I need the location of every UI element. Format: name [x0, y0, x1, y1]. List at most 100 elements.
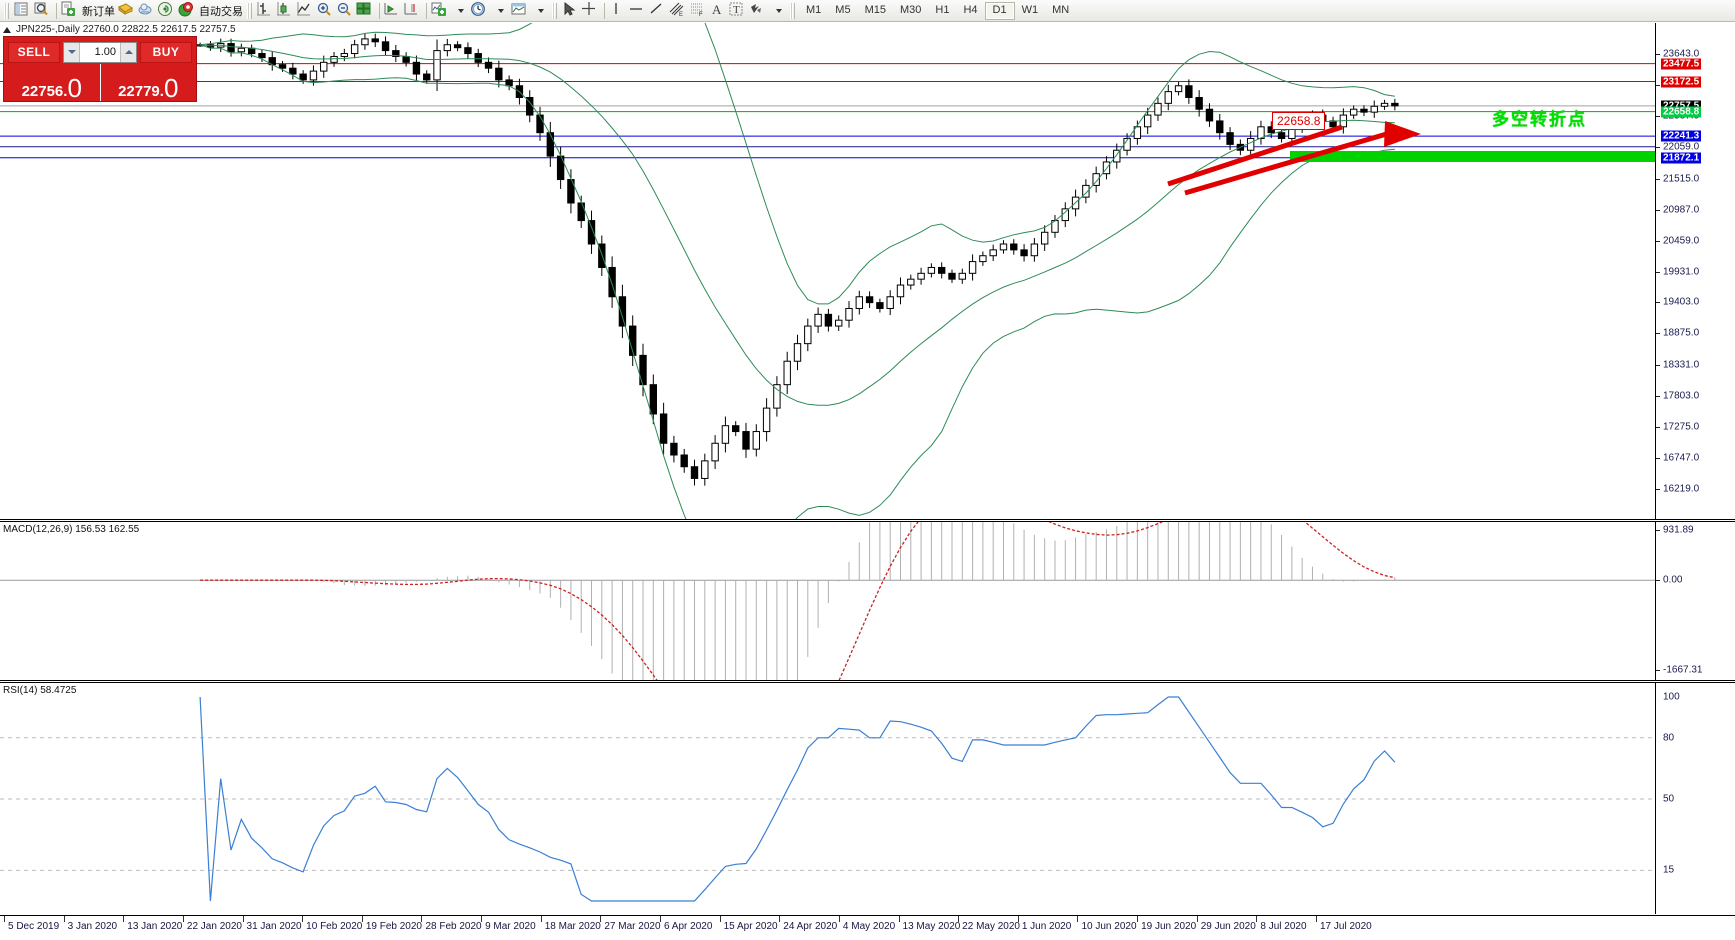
mql-community-icon[interactable] [137, 1, 157, 21]
new-order-label[interactable]: 新订单 [82, 5, 115, 18]
timeframe-w1[interactable]: W1 [1021, 4, 1039, 16]
macd-scale-label: 0.00 [1663, 574, 1683, 586]
bollinger-band-line [199, 44, 1395, 519]
toolbar-grip-4[interactable] [790, 2, 795, 19]
macd-scale[interactable]: 931.89 0.00 -1667.31 [1655, 522, 1735, 680]
vertical-line-icon[interactable] [608, 1, 628, 21]
tile-windows-icon[interactable] [356, 1, 376, 21]
cursor-icon[interactable] [561, 1, 581, 21]
toolbar-grip-2[interactable] [247, 2, 252, 19]
zoom-in-icon[interactable] [316, 1, 336, 21]
volume-value[interactable]: 1.00 [94, 46, 116, 58]
price-scale-label: 17803.0 [1663, 390, 1700, 402]
price-scale-tick [1656, 84, 1660, 86]
sell-price-separator: . [63, 83, 68, 100]
templates-dropdown-arrow[interactable] [530, 1, 550, 21]
new-order-button[interactable] [60, 1, 80, 21]
indicators-dropdown-arrow[interactable] [450, 1, 470, 21]
line-chart-icon[interactable] [296, 1, 316, 21]
support-zone-bar[interactable] [1290, 151, 1655, 162]
period-dropdown-arrow[interactable] [490, 1, 510, 21]
price-scale-tick [1656, 53, 1660, 55]
search-icon[interactable] [33, 1, 53, 21]
volume-stepper[interactable]: 1.00 [63, 41, 137, 63]
toolbar-separator-4 [604, 2, 605, 19]
toolbar-grip-3[interactable] [552, 2, 557, 19]
time-axis-label: 13 Jan 2020 [127, 921, 183, 932]
timeframe-m5[interactable]: M5 [835, 4, 851, 16]
price-scale-label: 18331.0 [1663, 359, 1700, 371]
time-axis-tick [1256, 916, 1258, 922]
macd-plot-area[interactable] [0, 522, 1655, 680]
sell-button[interactable]: SELL [8, 41, 60, 63]
collapse-triangle-icon[interactable] [3, 26, 11, 33]
auto-scroll-icon[interactable] [403, 1, 423, 21]
buy-button[interactable]: BUY [140, 41, 192, 63]
rsi-scale[interactable]: 100 80 50 15 [1655, 683, 1735, 914]
indicators-icon[interactable] [430, 1, 450, 21]
timeframe-d1[interactable]: D1 [984, 1, 1015, 20]
templates-icon[interactable] [510, 1, 530, 21]
zoom-out-icon[interactable] [336, 1, 356, 21]
equidistant-channel-icon[interactable]: E [668, 1, 688, 21]
svg-text:E: E [679, 12, 683, 18]
price-level-label[interactable]: 22658.8 [1661, 106, 1702, 118]
time-axis-label: 24 Apr 2020 [783, 921, 838, 932]
price-level-label[interactable]: 23172.5 [1661, 76, 1702, 88]
timeframe-h4[interactable]: H4 [963, 4, 978, 16]
timeframe-mn[interactable]: MN [1052, 4, 1070, 16]
autotrading-icon[interactable] [177, 1, 197, 21]
timeframe-m30[interactable]: M30 [899, 4, 922, 16]
price-level-label[interactable]: 21872.1 [1661, 152, 1702, 164]
price-scale-tick [1656, 146, 1660, 148]
horizontal-line-icon[interactable] [628, 1, 648, 21]
text-label-icon[interactable]: T [728, 1, 748, 21]
price-scale-label: 16747.0 [1663, 452, 1700, 464]
macd-histogram [323, 522, 1396, 680]
bar-chart-icon[interactable] [256, 1, 276, 21]
macd-scale-tick [1656, 580, 1660, 582]
toolbar-grip-1[interactable] [4, 2, 9, 19]
buy-price-display[interactable]: 22779 . 0 [101, 64, 197, 101]
time-axis-label: 22 Jan 2020 [186, 921, 242, 932]
crosshair-icon[interactable] [581, 1, 601, 21]
price-scale[interactable]: 23643.023115.022587.022059.021515.020987… [1655, 23, 1735, 519]
profiles-icon[interactable] [117, 1, 137, 21]
rsi-plot-area[interactable] [0, 683, 1655, 914]
time-axis-tick [838, 916, 840, 922]
price-level-label[interactable]: 23477.5 [1661, 58, 1702, 70]
price-plot-area[interactable] [0, 23, 1655, 519]
text-icon[interactable]: A [708, 1, 728, 21]
volume-increase-button[interactable] [120, 42, 136, 62]
fibonacci-icon[interactable]: F [688, 1, 708, 21]
trendline-icon[interactable] [648, 1, 668, 21]
price-scale-label: 18875.0 [1663, 327, 1700, 339]
terminal-icon[interactable] [13, 1, 33, 21]
chinese-annotation-text: 多空转折点 [1492, 110, 1587, 129]
macd-pane: MACD(12,26,9) 156.53 162.55 931.89 0.00 -1… [0, 521, 1735, 681]
chart-title-bar: JPN225-,Daily 22760.0 22822.5 22617.5 22… [0, 23, 1735, 36]
price-level-label[interactable]: 22241.3 [1661, 130, 1702, 142]
sell-price-display[interactable]: 22756 . 0 [4, 64, 101, 101]
signals-icon[interactable] [157, 1, 177, 21]
timeframe-m1[interactable]: M1 [806, 4, 822, 16]
rsi-pane: RSI(14) 58.4725 100 80 50 15 [0, 682, 1735, 914]
timeframe-m15[interactable]: M15 [864, 4, 886, 16]
period-clock-icon[interactable] [470, 1, 490, 21]
time-axis-label: 4 May 2020 [842, 921, 896, 932]
candlestick-chart-icon[interactable] [276, 1, 296, 21]
chart-shift-icon[interactable] [383, 1, 403, 21]
price-level-label[interactable]: 22757.5 [1661, 100, 1702, 112]
macd-scale-label: 931.89 [1663, 524, 1694, 536]
bollinger-band-line [200, 23, 1395, 305]
shapes-dropdown-arrow[interactable] [768, 1, 788, 21]
trade-panel-prices: 22756 . 0 22779 . 0 [4, 64, 196, 101]
trendline-arrow-main[interactable] [1184, 130, 1391, 196]
trendline-arrow[interactable] [1167, 124, 1343, 187]
time-axis-tick [540, 916, 542, 922]
autotrading-label[interactable]: 自动交易 [199, 5, 243, 18]
price-annotation-box[interactable]: 22658.8 [1272, 112, 1326, 130]
arrows-shapes-icon[interactable] [748, 1, 768, 21]
timeframe-h1[interactable]: H1 [935, 4, 950, 16]
volume-decrease-button[interactable] [64, 42, 80, 62]
